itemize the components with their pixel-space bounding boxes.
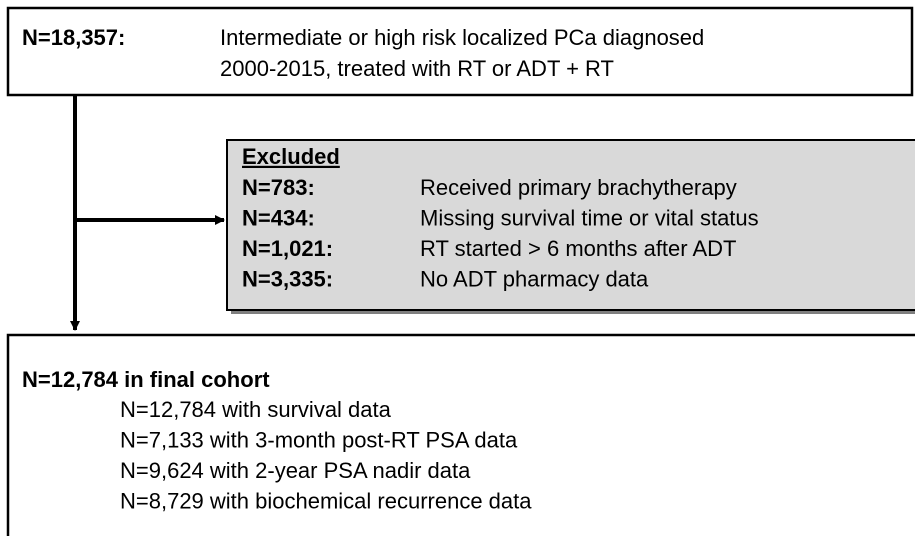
excluded-count: N=434: xyxy=(242,205,315,230)
excluded-box xyxy=(226,139,915,311)
top-box xyxy=(6,6,914,97)
excluded-reason: Missing survival time or vital status xyxy=(420,205,759,230)
excluded-title: Excluded xyxy=(242,144,340,169)
excluded-count: N=1,021: xyxy=(242,236,333,261)
excluded-rows: N=783: Received primary brachytherapy N=43… xyxy=(242,175,759,292)
excluded-count: N=783: xyxy=(242,175,315,200)
final-item: N=9,624 with 2-year PSA nadir data xyxy=(120,458,471,483)
final-items: N=12,784 with survival data N=7,133 with … xyxy=(120,397,532,514)
top-count: N=18,357: xyxy=(22,25,125,50)
final-title: N=12,784 in final cohort xyxy=(22,367,270,392)
excluded-count: N=3,335: xyxy=(242,266,333,291)
final-item: N=8,729 with biochemical recurrence data xyxy=(120,488,532,513)
top-line: Intermediate or high risk localized PCa … xyxy=(220,25,704,50)
final-box xyxy=(6,333,915,536)
excluded-reason: RT started > 6 months after ADT xyxy=(420,236,737,261)
top-line: 2000-2015, treated with RT or ADT + RT xyxy=(220,56,614,81)
excluded-reason: No ADT pharmacy data xyxy=(420,266,649,291)
excluded-reason: Received primary brachytherapy xyxy=(420,175,737,200)
final-item: N=12,784 with survival data xyxy=(120,397,392,422)
final-item: N=7,133 with 3-month post-RT PSA data xyxy=(120,427,518,452)
